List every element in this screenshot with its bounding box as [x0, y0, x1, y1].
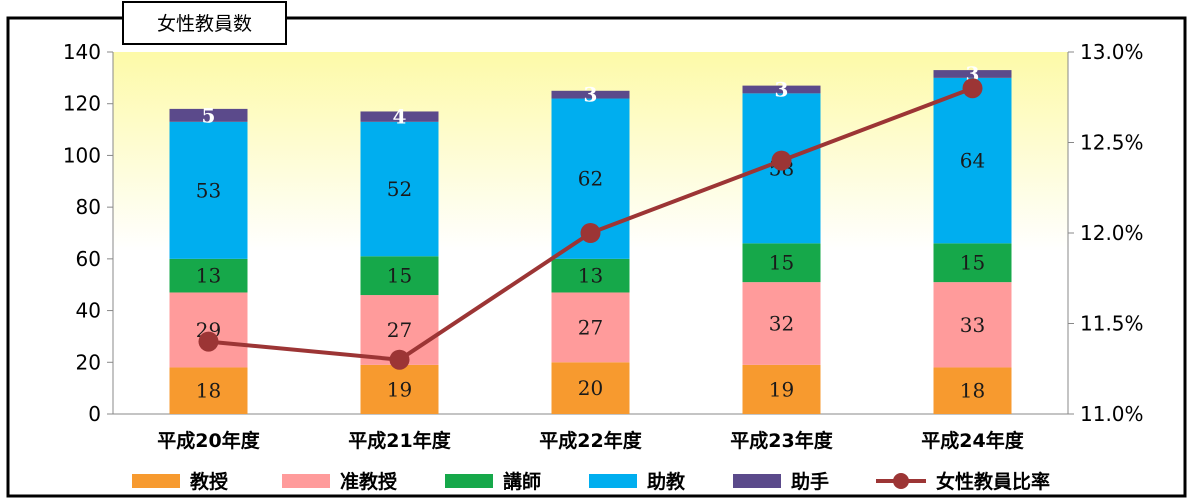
legend-label: 助手: [791, 470, 829, 493]
bar-value-label: 15: [387, 264, 412, 288]
bar-segment: [742, 85, 821, 94]
bar-value-label: 18: [196, 379, 221, 403]
ratio-line-series: [198, 78, 983, 370]
left-tick-label: 100: [63, 143, 101, 167]
bar-value-label: 19: [769, 377, 794, 401]
right-tick-label: 12.5%: [1080, 131, 1144, 155]
legend-swatch: [589, 474, 637, 488]
legend-line-marker: [893, 473, 909, 489]
ratio-point: [198, 331, 219, 352]
bar-value-label: 27: [578, 315, 603, 339]
bar-segment: [169, 121, 248, 259]
left-tick-label: 20: [76, 350, 101, 374]
legend: 教授 准教授 講師 助教 助手 女性教員比率: [132, 470, 1050, 493]
bar-segment: [169, 292, 248, 368]
left-tick-label: 40: [76, 299, 101, 323]
right-axis-ticks: 11.0% 11.5% 12.0% 12.5% 13.0%: [1068, 40, 1144, 426]
legend-swatch: [445, 474, 493, 488]
right-tick-label: 12.0%: [1080, 221, 1144, 245]
legend-label: 准教授: [340, 470, 398, 493]
bar-segment: [933, 243, 1012, 283]
bar-value-label: 13: [578, 264, 603, 288]
title-box: [122, 1, 287, 45]
bar-value-label: 64: [960, 149, 985, 173]
ratio-point: [771, 150, 792, 171]
legend-label: 教授: [190, 470, 229, 493]
category-labels: 平成20年度 平成21年度 平成22年度 平成23年度 平成24年度: [157, 429, 1024, 452]
bar-value-label: 62: [578, 167, 603, 191]
category-label: 平成21年度: [348, 429, 451, 452]
bar-value-label: 20: [578, 376, 603, 400]
chart-title: 女性教員数: [157, 13, 252, 35]
legend-label: 女性教員比率: [936, 470, 1050, 493]
bar-segment: [360, 364, 439, 414]
left-axis-ticks: 0 20 40 60 80 100 120 140: [63, 40, 113, 426]
ratio-point: [389, 349, 410, 370]
bar-value-label: 4: [393, 105, 407, 129]
category-label: 平成24年度: [921, 429, 1024, 452]
bar-segment: [933, 367, 1012, 414]
legend-swatch: [132, 474, 180, 488]
left-tick-label: 60: [76, 247, 101, 271]
bar-segment: [551, 258, 630, 293]
bar-segment: [360, 256, 439, 296]
bar-value-label: 15: [960, 251, 985, 275]
bar-segment: [551, 90, 630, 99]
bar-value-label: 5: [202, 103, 216, 127]
bar-segment: [742, 243, 821, 283]
bar-value-label: 18: [960, 379, 985, 403]
bar-value-label: 52: [387, 177, 412, 201]
bar-segment: [742, 282, 821, 365]
bar-value-label: 53: [196, 178, 221, 202]
bar-value-label: 33: [960, 313, 985, 337]
legend-swatch: [733, 474, 781, 488]
bar-value-label: 3: [584, 83, 598, 107]
bar-segment: [360, 121, 439, 257]
bar-segment: [169, 108, 248, 122]
ratio-point: [962, 78, 983, 99]
bar-value-label: 13: [196, 264, 221, 288]
right-tick-label: 11.5%: [1080, 312, 1144, 336]
bar-segment: [742, 364, 821, 414]
legend-label: 助教: [647, 470, 686, 493]
bar-segment: [169, 367, 248, 414]
left-tick-label: 0: [88, 402, 101, 426]
left-tick-label: 140: [63, 40, 101, 64]
category-label: 平成20年度: [157, 429, 260, 452]
chart-frame: [6, 16, 1187, 498]
bar-segment: [933, 70, 1012, 78]
ratio-point: [580, 223, 601, 243]
left-tick-label: 80: [76, 195, 101, 219]
bar-value-label: 27: [387, 318, 412, 342]
left-tick-label: 120: [63, 92, 101, 116]
bar-segment: [933, 77, 1012, 244]
legend-swatch: [282, 474, 330, 488]
right-tick-label: 11.0%: [1080, 402, 1144, 426]
right-tick-label: 13.0%: [1080, 40, 1144, 64]
bar-segment: [360, 111, 439, 122]
bar-segment: [933, 282, 1012, 368]
legend-label: 講師: [503, 470, 541, 493]
category-label: 平成23年度: [730, 429, 833, 452]
bar-value-label: 15: [769, 251, 794, 275]
bar-segment: [551, 362, 630, 414]
bar-segment: [169, 258, 248, 293]
bar-value-label: 32: [769, 312, 794, 336]
bar-value-label: 19: [387, 377, 412, 401]
bar-segment: [551, 292, 630, 363]
category-label: 平成22年度: [539, 429, 642, 452]
bar-value-label: 3: [775, 77, 789, 101]
